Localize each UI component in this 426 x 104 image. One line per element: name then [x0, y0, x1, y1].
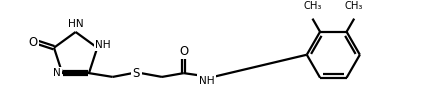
- Text: NH: NH: [199, 76, 214, 86]
- Text: N: N: [53, 68, 60, 78]
- Text: HN: HN: [68, 19, 83, 29]
- Text: S: S: [132, 67, 140, 80]
- Text: O: O: [29, 36, 37, 49]
- Text: O: O: [179, 45, 188, 58]
- Text: CH₃: CH₃: [303, 1, 322, 11]
- Text: CH₃: CH₃: [345, 1, 363, 11]
- Text: NH: NH: [95, 40, 111, 50]
